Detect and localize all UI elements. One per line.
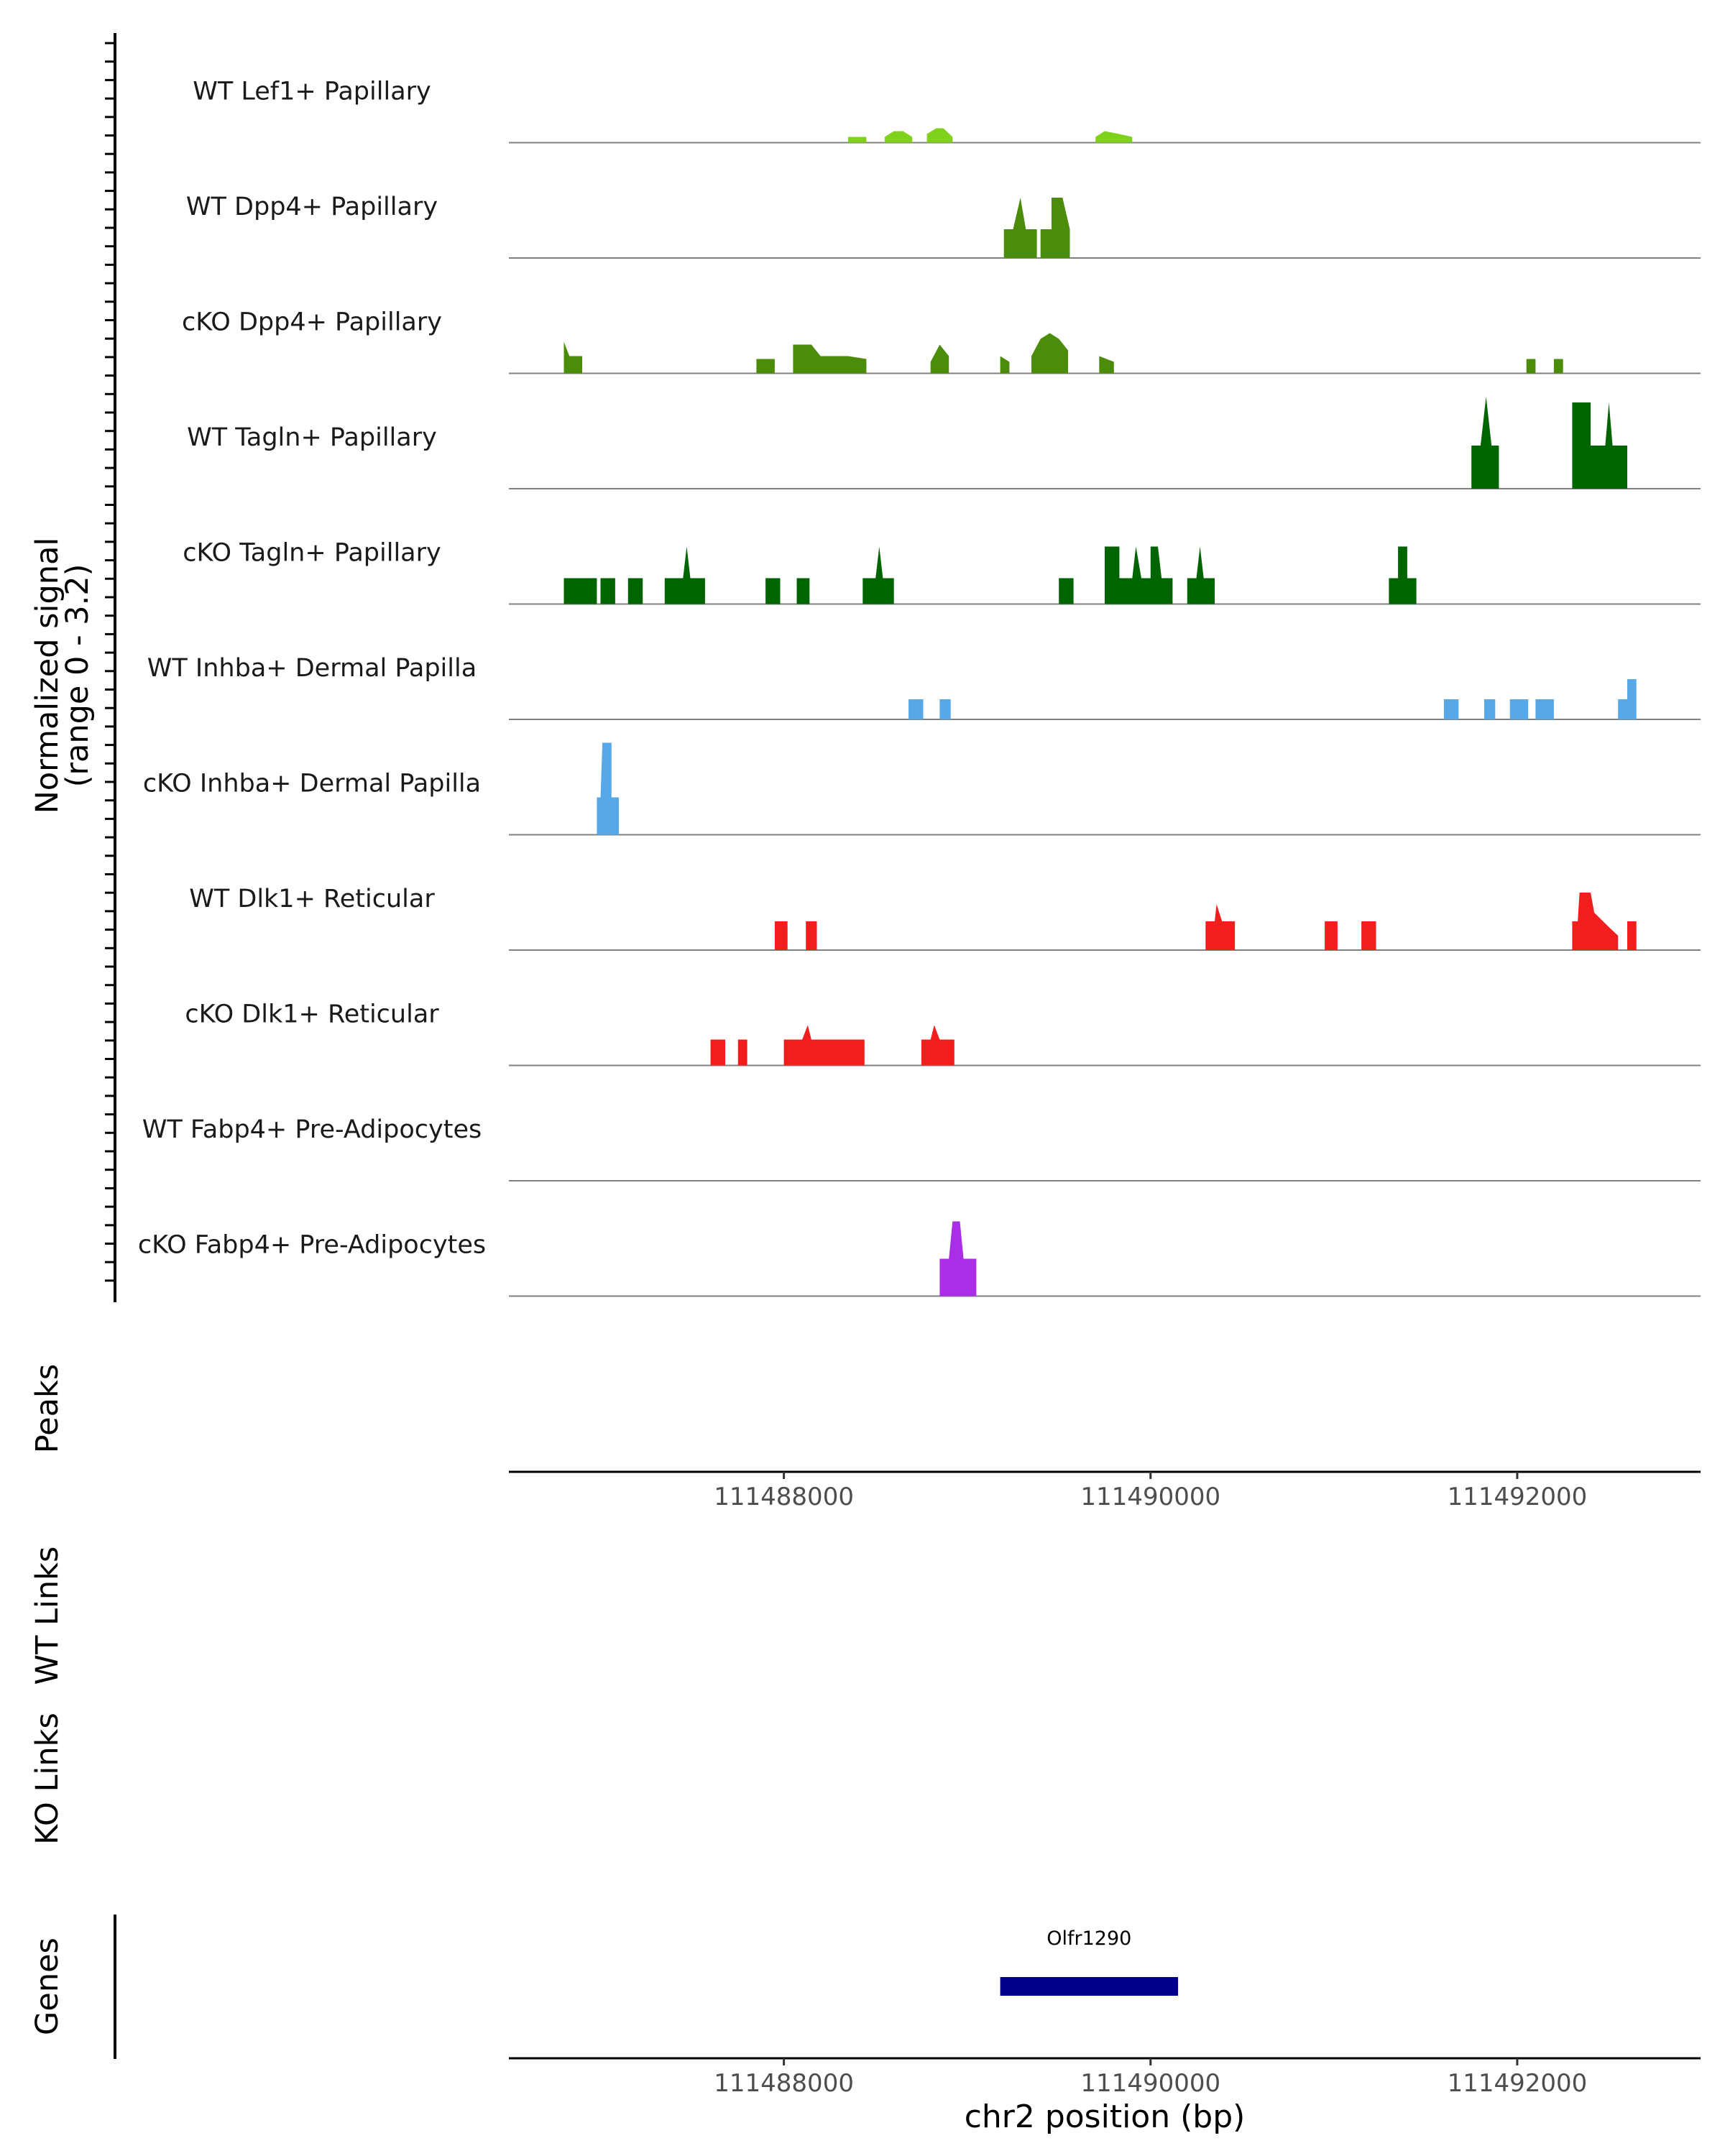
signal-peak (1572, 402, 1627, 489)
y-axis-title-main: Normalized signal (29, 538, 65, 814)
signal-peak (1325, 921, 1338, 950)
track-label: cKO Dlk1+ Reticular (185, 1000, 439, 1029)
track: cKO Tagln+ Papillary (183, 539, 1701, 605)
panel-label-genes: Genes (29, 1938, 65, 2035)
track: WT Fabp4+ Pre-Adipocytes (142, 1115, 1701, 1181)
x-axis-top: 111488000 111490000 111492000 (714, 1472, 1587, 1511)
track: cKO Dlk1+ Reticular (185, 1000, 1701, 1067)
signal-peak (1205, 904, 1236, 950)
track-label: cKO Dpp4+ Papillary (182, 308, 442, 337)
signal-peak (564, 341, 582, 374)
signal-peak (1509, 699, 1529, 719)
track: WT Lef1+ Papillary (193, 78, 1701, 144)
track-label: WT Dpp4+ Papillary (186, 193, 438, 221)
signal-peak (1618, 679, 1637, 719)
signal-peak (564, 578, 597, 604)
track-label: cKO Tagln+ Papillary (183, 539, 441, 568)
signal-peak (1095, 131, 1133, 143)
signal-peak (1389, 546, 1417, 604)
signal-peak (1484, 699, 1496, 719)
signal-peak (1040, 198, 1070, 258)
signal-peak (774, 921, 788, 950)
signal-peak (921, 1025, 954, 1066)
track-label: WT Lef1+ Papillary (193, 78, 431, 106)
track: WT Dpp4+ Papillary (186, 193, 1701, 259)
signal-peak (862, 546, 894, 604)
track-label: WT Tagln+ Papillary (187, 423, 437, 452)
signal-peak (1553, 359, 1563, 374)
y-axis-ticks (105, 42, 115, 1282)
signal-peak (930, 344, 949, 374)
signal-peak (1572, 893, 1619, 950)
panel-label-peaks: Peaks (29, 1364, 65, 1454)
track: WT Inhba+ Dermal Papilla (147, 654, 1701, 720)
track-label: cKO Fabp4+ Pre-Adipocytes (138, 1231, 486, 1260)
signal-peak (793, 344, 867, 374)
signal-peak (926, 128, 953, 143)
signal-peak (1361, 921, 1376, 950)
signal-peak (1187, 546, 1215, 604)
track-label: cKO Inhba+ Dermal Papilla (143, 770, 481, 798)
signal-peak (1105, 546, 1173, 604)
signal-peak (710, 1039, 725, 1066)
track-label: WT Fabp4+ Pre-Adipocytes (142, 1115, 482, 1144)
signal-peak (756, 359, 775, 374)
signal-peak (1059, 578, 1074, 604)
signal-peak (765, 578, 781, 604)
signal-peak (1535, 699, 1554, 719)
signal-peak (796, 578, 810, 604)
signal-peak (908, 699, 924, 719)
panel-label-ko-links: KO Links (29, 1713, 65, 1845)
signal-peak (939, 699, 951, 719)
genes-group: Olfr1290 (1000, 1927, 1179, 1996)
track: cKO Dpp4+ Papillary (182, 308, 1701, 374)
signal-peak (783, 1025, 865, 1066)
y-axis-title: Normalized signal (range 0 - 3.2) (29, 538, 96, 814)
signal-peak (1031, 333, 1068, 374)
signal-peak (627, 578, 643, 604)
panel-label-wt-links: WT Links (29, 1547, 65, 1685)
signal-peak (1526, 359, 1536, 374)
y-axis-title-range: (range 0 - 3.2) (60, 564, 96, 788)
signal-peak (884, 131, 913, 143)
x-tick-label: 111492000 (1448, 1483, 1588, 1511)
track: cKO Inhba+ Dermal Papilla (143, 742, 1701, 836)
x-tick-label: 111492000 (1448, 2069, 1588, 2098)
signal-peak (847, 137, 867, 143)
gene-body (1000, 1977, 1179, 1996)
signal-peak (664, 546, 705, 604)
x-tick-label: 111490000 (1080, 1483, 1220, 1511)
track: WT Tagln+ Papillary (187, 397, 1701, 489)
signal-peak (1099, 356, 1114, 374)
tracks-group: WT Lef1+ Papillary WT Dpp4+ Papillary cKO … (138, 78, 1701, 1297)
signal-peak (1443, 699, 1459, 719)
signal-peak (600, 578, 615, 604)
signal-peak (806, 921, 817, 950)
signal-peak (1627, 921, 1637, 950)
x-tick-label: 111490000 (1080, 2069, 1220, 2098)
signal-peak (737, 1039, 748, 1066)
signal-peak (1003, 198, 1037, 258)
signal-peak (1000, 356, 1010, 374)
signal-peak (1471, 397, 1499, 489)
track-label: WT Dlk1+ Reticular (189, 885, 435, 913)
x-tick-label: 111488000 (714, 1483, 854, 1511)
x-axis-bottom: 111488000 111490000 111492000 (714, 2058, 1587, 2098)
track: WT Dlk1+ Reticular (189, 885, 1701, 951)
x-tick-label: 111488000 (714, 2069, 854, 2098)
x-axis-title: chr2 position (bp) (965, 2099, 1246, 2135)
signal-peak (597, 742, 619, 835)
gene-label: Olfr1290 (1046, 1927, 1131, 1950)
track: cKO Fabp4+ Pre-Adipocytes (138, 1221, 1701, 1297)
track-label: WT Inhba+ Dermal Papilla (147, 654, 477, 683)
signal-peak (939, 1221, 977, 1296)
